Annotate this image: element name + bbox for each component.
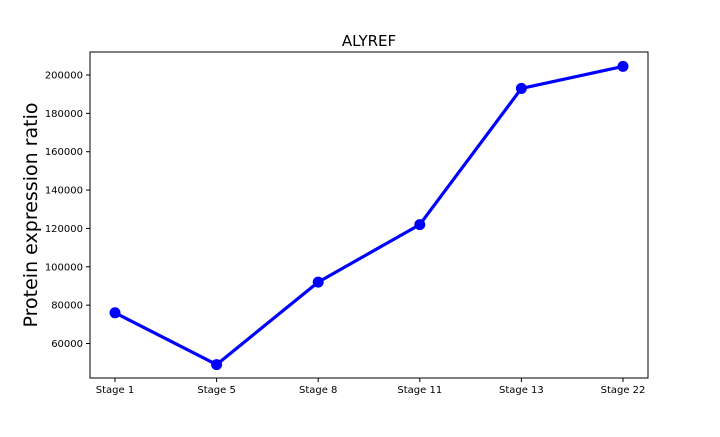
plot-frame bbox=[89, 51, 649, 379]
data-point bbox=[414, 219, 426, 231]
data-point bbox=[312, 276, 324, 288]
y-tick-label: 180000 bbox=[45, 109, 83, 120]
y-tick-label: 160000 bbox=[45, 147, 83, 158]
x-tick-label: Stage 5 bbox=[197, 385, 235, 396]
series-layer bbox=[109, 60, 629, 371]
y-tick-label: 140000 bbox=[45, 186, 83, 197]
y-tick-label: 200000 bbox=[45, 71, 83, 82]
x-tick-label: Stage 13 bbox=[499, 385, 544, 396]
data-point bbox=[211, 359, 223, 371]
x-tick-label: Stage 22 bbox=[601, 385, 646, 396]
series-line bbox=[114, 64, 624, 367]
y-tick-label: 80000 bbox=[51, 301, 83, 312]
y-tick-label: 60000 bbox=[51, 339, 83, 350]
data-point bbox=[617, 60, 629, 72]
y-tick-label: 100000 bbox=[45, 262, 83, 273]
data-point bbox=[515, 82, 527, 94]
chart-title: ALYREF bbox=[342, 32, 396, 50]
y-tick-label: 120000 bbox=[45, 224, 83, 235]
x-tick-label: Stage 11 bbox=[397, 385, 442, 396]
y-axis-ticks: 60000 80000 100000 120000 140000 160000 180000… bbox=[45, 71, 90, 350]
x-tick-label: Stage 8 bbox=[299, 385, 337, 396]
x-tick-label: Stage 1 bbox=[96, 385, 134, 396]
y-axis-label: Protein expression ratio bbox=[20, 103, 42, 328]
x-axis-ticks: Stage 1 Stage 5 Stage 8 Stage 11 Stage 13 Sta… bbox=[96, 378, 646, 396]
data-point bbox=[109, 307, 121, 319]
